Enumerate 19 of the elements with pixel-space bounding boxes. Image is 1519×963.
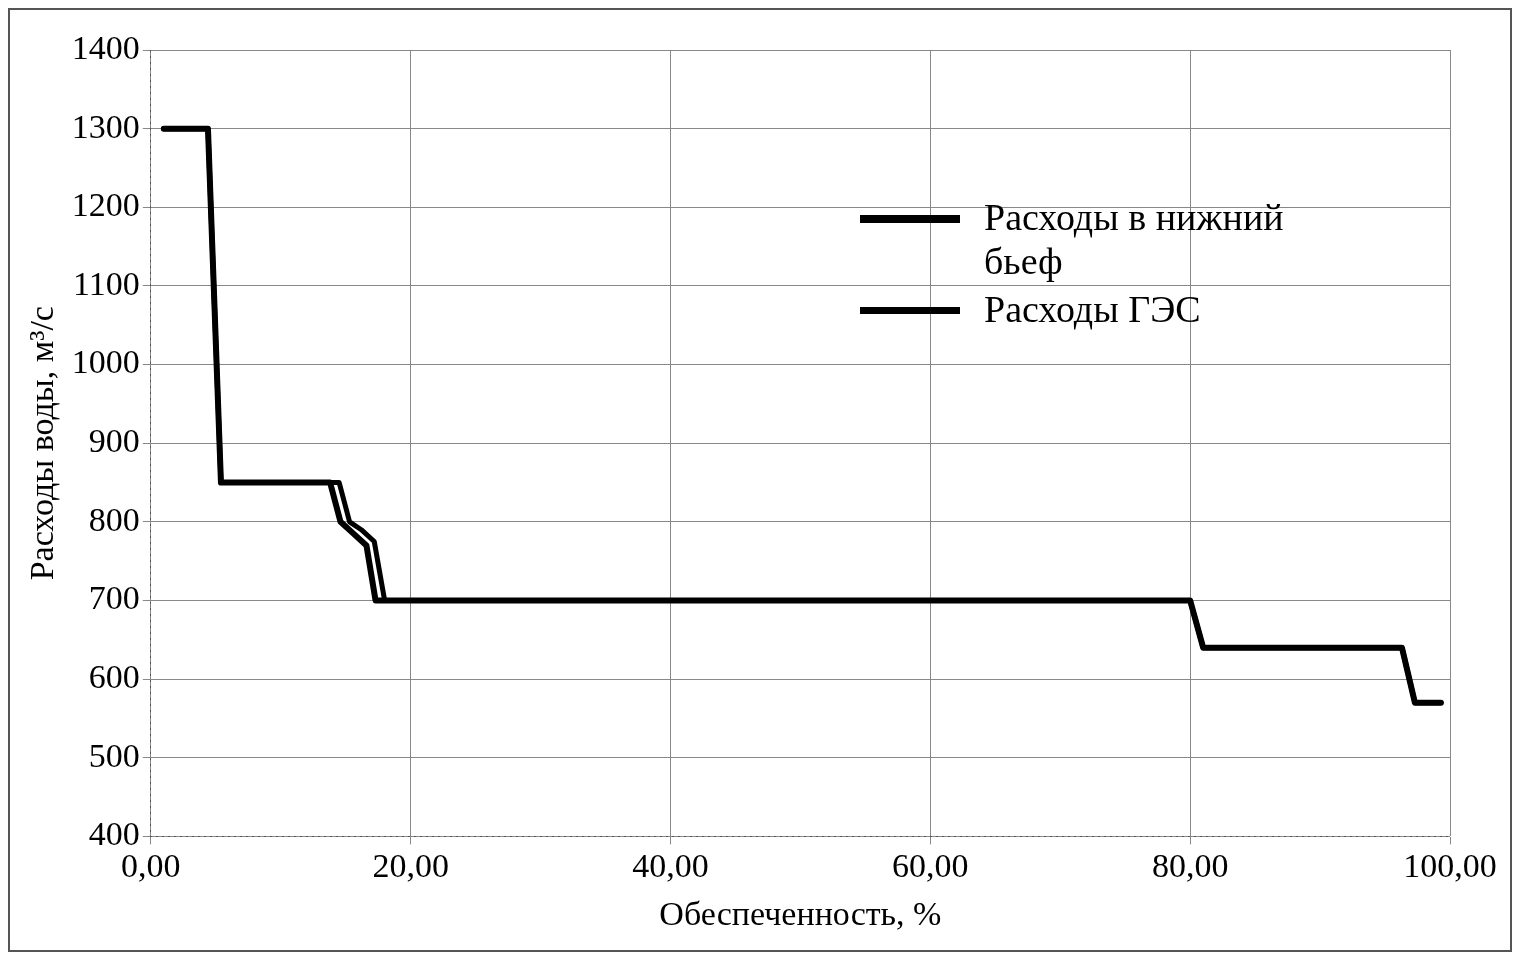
y-tick-label: 1300 xyxy=(71,107,140,145)
y-tick-label: 600 xyxy=(88,658,140,696)
x-tick-label: 20,00 xyxy=(372,846,449,884)
y-tick-label: 1100 xyxy=(73,264,140,302)
y-tick-label: 900 xyxy=(88,422,140,460)
x-tick-label: 60,00 xyxy=(892,846,969,884)
y-tick-label: 1000 xyxy=(71,343,140,381)
y-tick-label: 800 xyxy=(88,500,140,538)
x-tick-label: 80,00 xyxy=(1151,846,1229,884)
y-axis-title: Расходы воды, м³/с xyxy=(23,306,61,581)
x-axis-title: Обеспеченность, % xyxy=(659,894,942,932)
y-tick-label: 500 xyxy=(88,736,140,774)
y-tick-label: 700 xyxy=(88,579,140,617)
y-tick-label: 1400 xyxy=(71,28,140,66)
legend-label: Расходы ГЭС xyxy=(984,287,1201,331)
legend-label: Расходы в нижний бьеф xyxy=(984,195,1285,283)
x-tick-label: 40,00 xyxy=(632,846,709,884)
x-tick-label: 100,00 xyxy=(1403,846,1497,884)
y-tick-label: 1200 xyxy=(71,186,140,224)
